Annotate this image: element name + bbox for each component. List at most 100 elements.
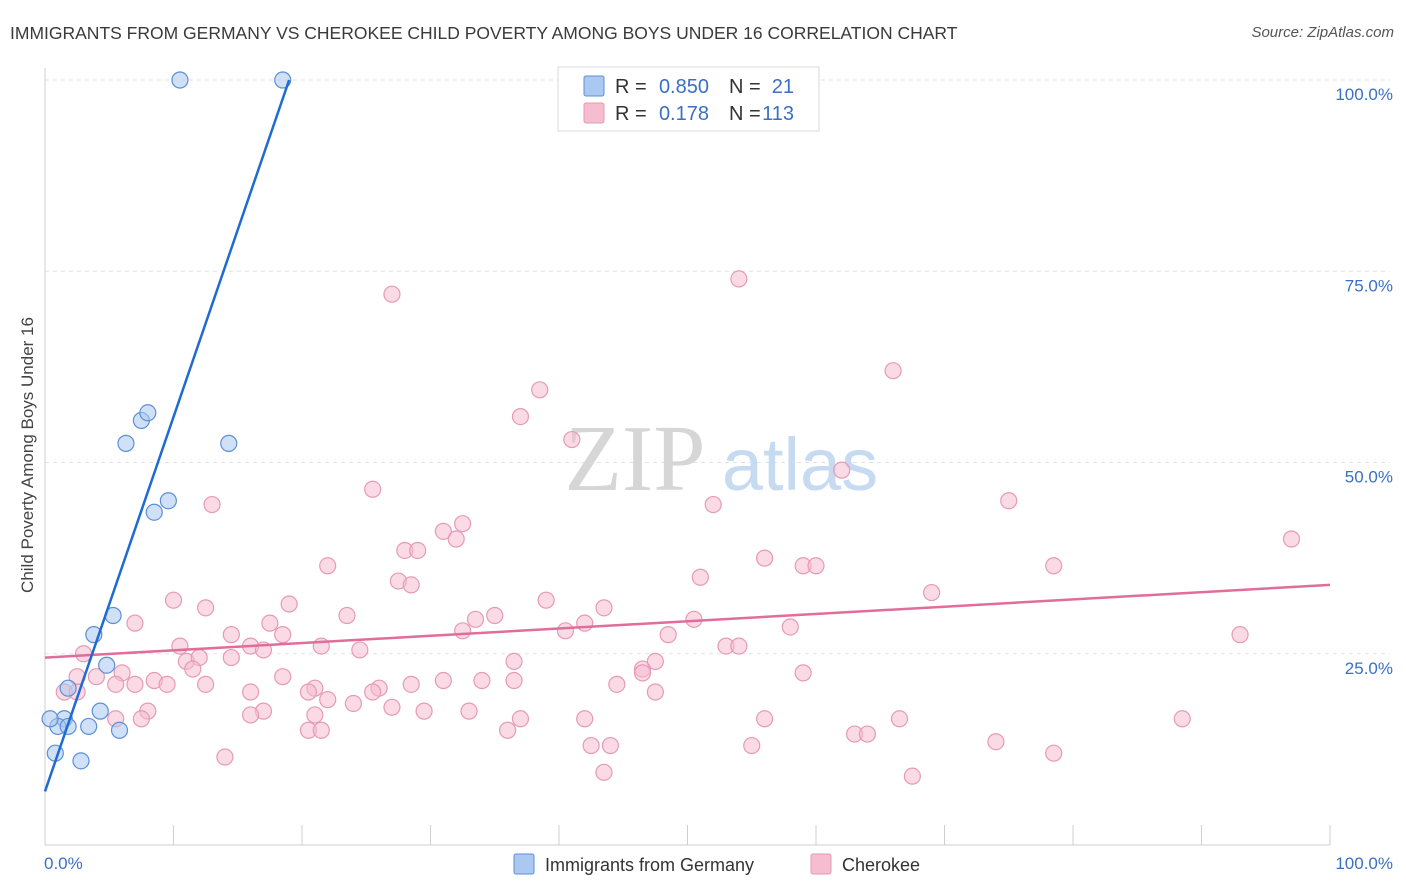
- cherokee-point-28: [595, 599, 613, 617]
- germany-point-10: [98, 656, 116, 674]
- legend-swatch-germany: [583, 75, 605, 97]
- cherokee-point-85: [646, 652, 664, 671]
- y-axis-label: Child Poverty Among Boys Under 16: [18, 317, 37, 593]
- cherokee-point-6: [833, 461, 851, 479]
- x-tick-label-min: 0.0%: [44, 854, 83, 873]
- cherokee-point-102: [858, 725, 877, 743]
- cherokee-point-27: [537, 591, 555, 609]
- watermark-atlas: atlas: [722, 423, 878, 506]
- legend-r-value-1: 0.850: [659, 76, 709, 98]
- germany-point-20: [41, 710, 59, 728]
- cherokee-point-25: [164, 591, 183, 609]
- cherokee-point-63: [107, 675, 125, 693]
- cherokee-point-9: [704, 495, 722, 514]
- cherokee-point-51: [781, 618, 799, 636]
- legend-n-value-2: 113: [762, 103, 794, 125]
- series-legend: Immigrants from Germany Cherokee: [513, 853, 920, 875]
- germany-point-11: [59, 679, 77, 697]
- cherokee-point-82: [364, 683, 382, 701]
- cherokee-point-80: [242, 683, 260, 701]
- cherokee-point-86: [794, 664, 812, 682]
- axes: [44, 68, 1331, 846]
- cherokee-point-71: [402, 675, 420, 693]
- cherokee-point-30: [338, 606, 356, 625]
- cherokee-point-29: [197, 599, 215, 617]
- legend-r-value-2: 0.178: [659, 103, 709, 125]
- cherokee-point-23: [402, 576, 420, 594]
- cherokee-point-5: [563, 430, 581, 449]
- germany-point-6: [159, 492, 177, 510]
- cherokee-point-103: [987, 733, 1005, 751]
- cherokee-point-31: [486, 606, 504, 625]
- cherokee-point-87: [890, 710, 909, 728]
- cherokee-point-110: [595, 763, 613, 781]
- cherokee-point-105: [1173, 710, 1191, 728]
- cherokee-point-21: [1282, 530, 1301, 548]
- cherokee-point-109: [216, 748, 234, 766]
- cherokee-point-111: [903, 767, 921, 785]
- cherokee-point-19: [807, 557, 825, 575]
- legend-n-label-1: N =: [729, 76, 761, 98]
- cherokee-point-98: [499, 721, 517, 739]
- cherokee-point-50: [730, 637, 748, 655]
- germany-point-0: [171, 71, 189, 89]
- germany-point-16: [80, 717, 98, 736]
- cherokee-point-37: [454, 622, 472, 640]
- cherokee-point-90: [415, 702, 433, 720]
- x-tick-label-max: 100.0%: [1335, 854, 1393, 873]
- cherokee-point-112: [1231, 626, 1249, 644]
- cherokee-point-38: [222, 626, 240, 644]
- y-tick-label-0: 25.0%: [1345, 659, 1393, 678]
- cherokee-point-43: [171, 637, 189, 655]
- cherokee-point-10: [1000, 492, 1018, 510]
- cherokee-point-15: [409, 541, 427, 560]
- cherokee-point-104: [1045, 744, 1063, 762]
- cherokee-point-32: [466, 610, 485, 628]
- germany-point-17: [110, 721, 129, 739]
- cherokee-point-65: [197, 675, 215, 693]
- germany-point-19: [72, 752, 90, 770]
- cherokee-point-16: [319, 557, 337, 575]
- cherokee-point-17: [755, 549, 774, 567]
- cherokee-point-107: [601, 736, 620, 755]
- cherokee-point-42: [126, 614, 144, 632]
- cherokee-point-54: [222, 648, 240, 667]
- cherokee-point-34: [261, 614, 279, 632]
- y-tick-label-2: 75.0%: [1345, 276, 1393, 295]
- cherokee-point-89: [383, 698, 401, 716]
- cherokee-point-8: [203, 495, 221, 514]
- cherokee-point-26: [280, 595, 298, 613]
- germany-point-7: [145, 503, 163, 521]
- chart-source: Source: ZipAtlas.com: [1251, 24, 1394, 41]
- cherokee-point-1: [730, 270, 748, 288]
- germany-point-3: [139, 404, 157, 422]
- cherokee-point-93: [242, 706, 260, 724]
- cherokee-point-108: [743, 736, 761, 755]
- cherokee-point-0: [383, 285, 401, 303]
- gridlines: [45, 79, 1390, 655]
- cherokee-point-2: [884, 362, 902, 380]
- germany-point-5: [220, 434, 238, 452]
- cherokee-point-39: [274, 626, 292, 644]
- legend-swatch-cherokee: [583, 102, 605, 124]
- cherokee-point-106: [582, 736, 600, 755]
- y-tick-labels: 25.0% 50.0% 75.0% 100.0%: [1335, 85, 1393, 678]
- cherokee-point-77: [646, 683, 664, 701]
- cherokee-point-81: [344, 694, 362, 713]
- cherokee-point-7: [364, 480, 382, 498]
- cherokee-point-3: [531, 381, 549, 399]
- germany-trend-line: [43, 79, 291, 792]
- germany-points: [41, 71, 292, 770]
- cherokee-point-73: [473, 671, 491, 690]
- cherokee-point-97: [312, 721, 330, 739]
- trend-lines: [43, 79, 1331, 792]
- cherokee-point-35: [576, 614, 594, 632]
- cherokee-point-88: [306, 706, 324, 724]
- cherokee-point-84: [511, 710, 530, 728]
- cherokee-point-12: [434, 522, 452, 540]
- cherokee-point-48: [659, 626, 677, 644]
- cherokee-point-4: [511, 408, 530, 426]
- cherokee-point-55: [184, 660, 202, 678]
- cherokee-point-40: [923, 583, 941, 602]
